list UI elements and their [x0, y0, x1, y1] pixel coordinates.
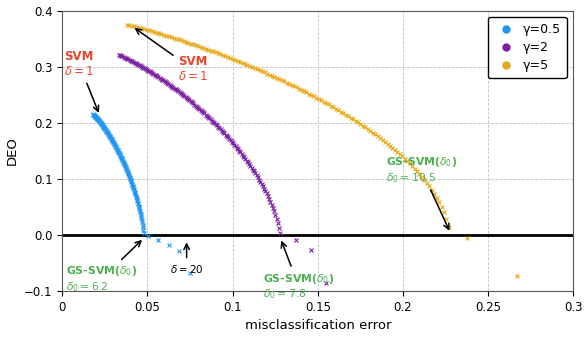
- Y-axis label: DEO: DEO: [5, 137, 19, 165]
- Text: GS-SVM($\delta_0$)
$\delta_0 = 7.8$: GS-SVM($\delta_0$) $\delta_0 = 7.8$: [263, 242, 335, 301]
- Text: SVM
$\delta = 1$: SVM $\delta = 1$: [64, 50, 99, 111]
- Legend: γ=0.5, γ=2, γ=5: γ=0.5, γ=2, γ=5: [487, 17, 567, 78]
- Text: $\delta = 20$: $\delta = 20$: [170, 244, 203, 275]
- X-axis label: misclassification error: misclassification error: [245, 319, 391, 333]
- Text: SVM
$\delta = 1$: SVM $\delta = 1$: [136, 29, 208, 83]
- Text: GS-SVM($\delta_0$)
$\delta_0 = 6.2$: GS-SVM($\delta_0$) $\delta_0 = 6.2$: [66, 241, 141, 294]
- Text: GS-SVM($\delta_0$)
$\delta_0 = 10.5$: GS-SVM($\delta_0$) $\delta_0 = 10.5$: [386, 155, 457, 229]
